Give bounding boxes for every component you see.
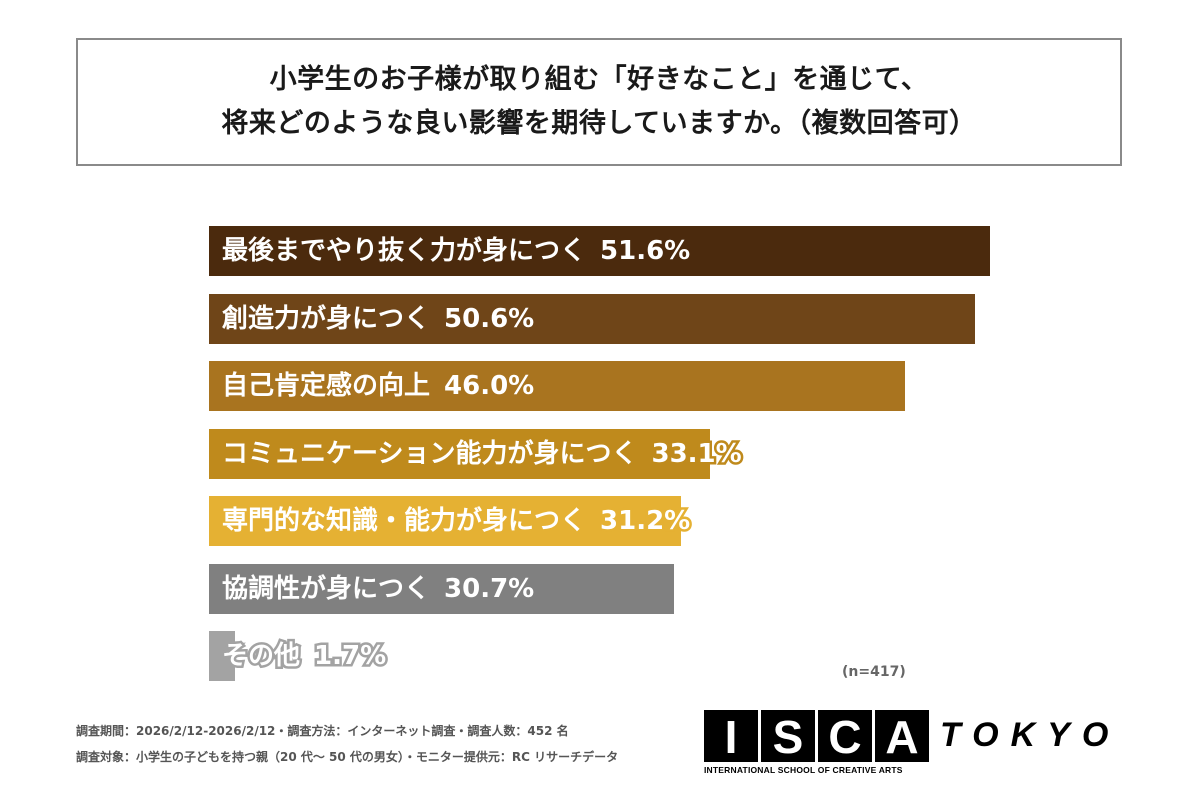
chart-title-line-2: 将来どのような良い影響を期待していますか。（複数回答可） (221, 108, 977, 139)
bar-label: その他 1.7% (219, 631, 389, 681)
bar-label: 自己肯定感の向上 46.0% (222, 361, 534, 411)
survey-footnote-1: 調査期間：2026/2/12-2026/2/12・調査方法：インターネット調査・… (76, 724, 569, 738)
value-label: 1.7% (312, 639, 389, 674)
category-label: 協調性が身につく (222, 573, 431, 604)
logo-letter: A (875, 710, 929, 763)
category-label: 専門的な知識・能力が身につく (222, 506, 587, 536)
value-label: 51.6% (600, 236, 691, 266)
value-label: 50.6% (444, 303, 535, 334)
bar (209, 428, 710, 479)
category-label: 最後までやり抜く力が身につく (222, 236, 587, 266)
bar (209, 496, 682, 546)
bar (209, 631, 235, 681)
logo-letter: S (761, 710, 815, 763)
bar (209, 563, 674, 614)
logo-letter: C (818, 710, 872, 763)
category-label: コミュニケーション能力が身につく (222, 438, 638, 469)
value-label: 30.7% (444, 573, 535, 604)
bar-label: 協調性が身につく 30.7% (222, 564, 534, 614)
logo-letter: I (704, 710, 758, 763)
bar-label: 創造力が身につく 50.6% (222, 294, 534, 344)
value-label: 33.1% (649, 436, 744, 471)
chart-title-line-1: 小学生のお子様が取り組む「好きなこと」を通じて、 (269, 64, 929, 95)
value-label: 31.2% (598, 504, 693, 539)
bar (209, 226, 990, 276)
value-label: 46.0% (444, 371, 535, 401)
bar (209, 361, 906, 411)
logo-subtitle: INTERNATIONAL SCHOOL OF CREATIVE ARTS (704, 765, 903, 775)
category-label: その他 (219, 639, 302, 674)
category-label: 創造力が身につく (222, 303, 431, 334)
logo-tokyo: TOKYO (940, 716, 1121, 754)
bar-label: コミュニケーション能力が身につく 33.1% (222, 429, 744, 479)
isca-tokyo-logo: I S C A TOKYO INTERNATIONAL SCHOOL OF CR… (704, 710, 1108, 775)
survey-footnote-2: 調査対象：小学生の子どもを持つ親（20 代～ 50 代の男女）・モニター提供元：… (76, 750, 619, 764)
chart-title-box: 小学生のお子様が取り組む「好きなこと」を通じて、 将来どのような良い影響を期待し… (76, 38, 1122, 166)
bar-label: 最後までやり抜く力が身につく 51.6% (222, 226, 690, 276)
bar-label: 専門的な知識・能力が身につく 31.2% (222, 496, 693, 546)
category-label: 自己肯定感の向上 (222, 371, 431, 401)
sample-size-note: (n=417) (842, 664, 906, 680)
bar (209, 293, 975, 344)
